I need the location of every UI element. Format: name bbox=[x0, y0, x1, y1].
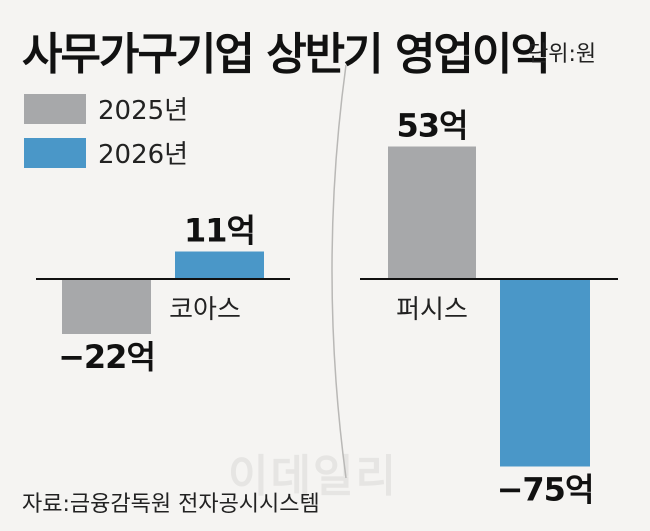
legend-swatch-2025 bbox=[24, 93, 86, 124]
legend-item-2025: 2025년 bbox=[24, 90, 188, 127]
bar-코아스-2025 bbox=[62, 279, 151, 334]
legend-item-2026: 2026년 bbox=[24, 134, 188, 171]
panel-separator bbox=[331, 64, 347, 479]
chart-title: 사무가구기업 상반기 영업이익 bbox=[22, 29, 551, 80]
category-label-코아스: 코아스 bbox=[169, 295, 241, 325]
data-label-퍼시스-2025: 53억 bbox=[397, 107, 468, 145]
unit-label: 단위:원 bbox=[528, 42, 597, 67]
data-label-퍼시스-2026: −75억 bbox=[497, 471, 594, 509]
watermark: 이데일리 bbox=[228, 451, 398, 502]
bar-코아스-2026 bbox=[175, 251, 264, 279]
bar-퍼시스-2026 bbox=[500, 279, 590, 467]
bar-퍼시스-2025 bbox=[388, 146, 476, 279]
legend-label-2025: 2025년 bbox=[98, 96, 189, 126]
legend-label-2026: 2026년 bbox=[98, 140, 189, 170]
data-label-코아스-2025: −22억 bbox=[58, 338, 155, 376]
data-label-코아스-2026: 11억 bbox=[184, 212, 255, 250]
legend-swatch-2026 bbox=[24, 137, 86, 168]
source-note: 자료:금융감독원 전자공시시스템 bbox=[22, 492, 320, 517]
category-label-퍼시스: 퍼시스 bbox=[396, 295, 468, 325]
